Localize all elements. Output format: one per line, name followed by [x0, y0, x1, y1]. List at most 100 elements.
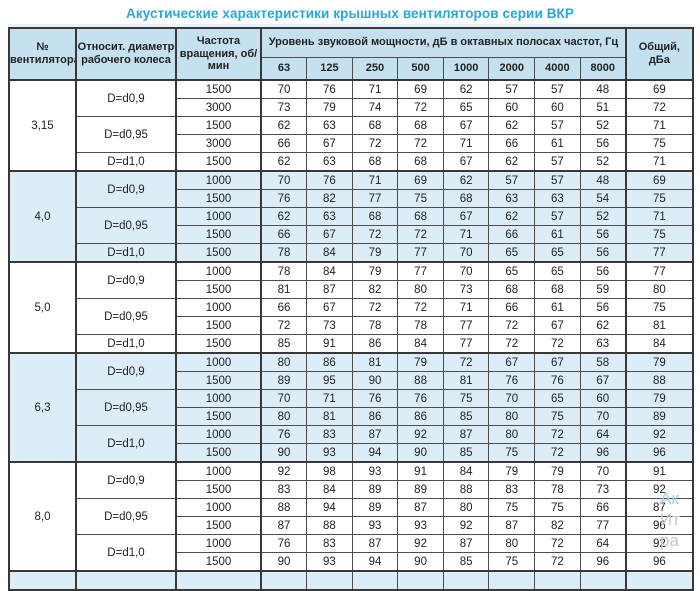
value-cell: 76: [260, 425, 308, 444]
value-cell: 62: [488, 207, 536, 226]
value-cell: 89: [351, 498, 399, 517]
value-cell: 93: [351, 516, 399, 535]
value-cell: 65: [488, 261, 536, 281]
speed-cell: 1500: [175, 334, 262, 354]
value-cell: 94: [306, 498, 353, 517]
value-cell: 63: [306, 116, 353, 135]
speed-cell: 1500: [175, 480, 262, 499]
value-cell: 80: [488, 425, 536, 444]
table-row: D=d0,95 1000 62 63 68 68 67 62 57 52 71: [9, 207, 694, 244]
value-cell: 86: [351, 407, 399, 426]
value-cell: 62: [260, 207, 308, 226]
value-cell: 68: [351, 116, 399, 135]
value-cell: 67: [534, 352, 581, 372]
value-cell: 84: [442, 461, 490, 481]
value-cell: 70: [442, 261, 490, 281]
value-cell: 72: [397, 298, 444, 317]
value-cell: 68: [351, 152, 399, 172]
fan-number-cell: 4,0: [8, 170, 77, 263]
value-cell: 93: [306, 552, 353, 572]
table-row: D=d1,0 1500 62 63 68 68 67 62 57 52 71: [9, 152, 694, 172]
value-cell: 57: [534, 207, 581, 226]
header-fan-number: № вентилятора: [8, 27, 77, 81]
value-cell: 67: [442, 116, 490, 135]
value-cell: 77: [442, 334, 490, 354]
total-cell: 92: [624, 534, 694, 553]
table-row: 1500 81 87 82 80 73 68 68 59 80: [9, 280, 694, 299]
value-cell: 66: [488, 225, 536, 244]
total-cell: 96: [624, 516, 694, 535]
value-cell: 57: [534, 79, 581, 99]
value-cell: 75: [488, 498, 536, 517]
speed-cell: 1000: [175, 534, 262, 553]
total-cell: 77: [624, 261, 694, 281]
value-cell: 80: [260, 352, 308, 372]
value-cell: 72: [397, 98, 444, 117]
value-cell: 88: [442, 480, 490, 499]
value-cell: 70: [579, 461, 627, 481]
speed-cell: [175, 570, 262, 591]
value-cell: 80: [442, 498, 490, 517]
value-cell: 67: [306, 298, 353, 317]
value-cell: 72: [534, 534, 581, 553]
value-cell: 67: [306, 134, 353, 153]
value-cell: 66: [488, 298, 536, 317]
value-cell: 56: [579, 225, 627, 244]
value-cell: 93: [397, 516, 444, 535]
value-cell: 79: [397, 352, 444, 372]
value-cell: 77: [442, 316, 490, 335]
value-cell: 72: [534, 443, 581, 463]
header-speed: Частота вращения, об/мин: [175, 27, 262, 81]
table-row: 1500 66 67 72 72 71 66 61 56 75: [9, 225, 694, 244]
value-cell: 70: [579, 407, 627, 426]
value-cell: 61: [534, 298, 581, 317]
value-cell: 68: [488, 280, 536, 299]
value-cell: 75: [442, 389, 490, 408]
value-cell: 87: [351, 425, 399, 444]
value-cell: 79: [534, 461, 581, 481]
total-cell: 71: [624, 152, 694, 172]
value-cell: 57: [534, 152, 581, 172]
header-band-500: 500: [397, 56, 444, 81]
speed-cell: 1000: [175, 352, 262, 372]
value-cell: 60: [579, 389, 627, 408]
value-cell: 98: [306, 461, 353, 481]
value-cell: 87: [260, 516, 308, 535]
total-cell: 71: [624, 116, 694, 135]
value-cell: 63: [306, 207, 353, 226]
total-cell: 69: [624, 79, 694, 99]
total-cell: 75: [624, 225, 694, 244]
value-cell: 72: [351, 225, 399, 244]
value-cell: 81: [351, 352, 399, 372]
fan-number-cell: 6,3: [8, 352, 77, 463]
value-cell: 68: [397, 152, 444, 172]
value-cell: 62: [488, 152, 536, 172]
value-cell: 86: [351, 334, 399, 354]
total-cell: 79: [624, 352, 694, 372]
value-cell: 64: [579, 425, 627, 444]
table-row: 3,15 D=d0,9 1500 70 76 71 69 62 57 57 48 69: [8, 79, 694, 172]
value-cell: 63: [579, 334, 627, 354]
table-row: 6,3 D=d0,9 1000 80 86 81 79 72 67 67 58 79: [8, 352, 694, 463]
value-cell: 88: [306, 516, 353, 535]
value-cell: 72: [534, 552, 581, 572]
header-total: Общий, дБа: [624, 27, 694, 81]
header-band-250: 250: [351, 56, 399, 81]
speed-cell: 1000: [175, 298, 262, 317]
total-cell: 84: [624, 334, 694, 354]
value-cell: 48: [579, 79, 627, 99]
value-cell: 56: [579, 243, 627, 263]
diameter-cell: D=d1,0: [75, 152, 177, 172]
value-cell: 77: [397, 261, 444, 281]
speed-cell: 1000: [175, 461, 262, 481]
total-cell: 77: [624, 243, 694, 263]
value-cell: 65: [488, 243, 536, 263]
value-cell: 62: [442, 170, 490, 190]
table-row-clipped: [8, 570, 694, 591]
diameter-cell: D=d1,0: [75, 534, 177, 572]
total-cell: 69: [624, 170, 694, 190]
value-cell: 90: [260, 552, 308, 572]
value-cell: 60: [534, 98, 581, 117]
value-cell: 68: [397, 116, 444, 135]
value-cell: [534, 570, 581, 591]
